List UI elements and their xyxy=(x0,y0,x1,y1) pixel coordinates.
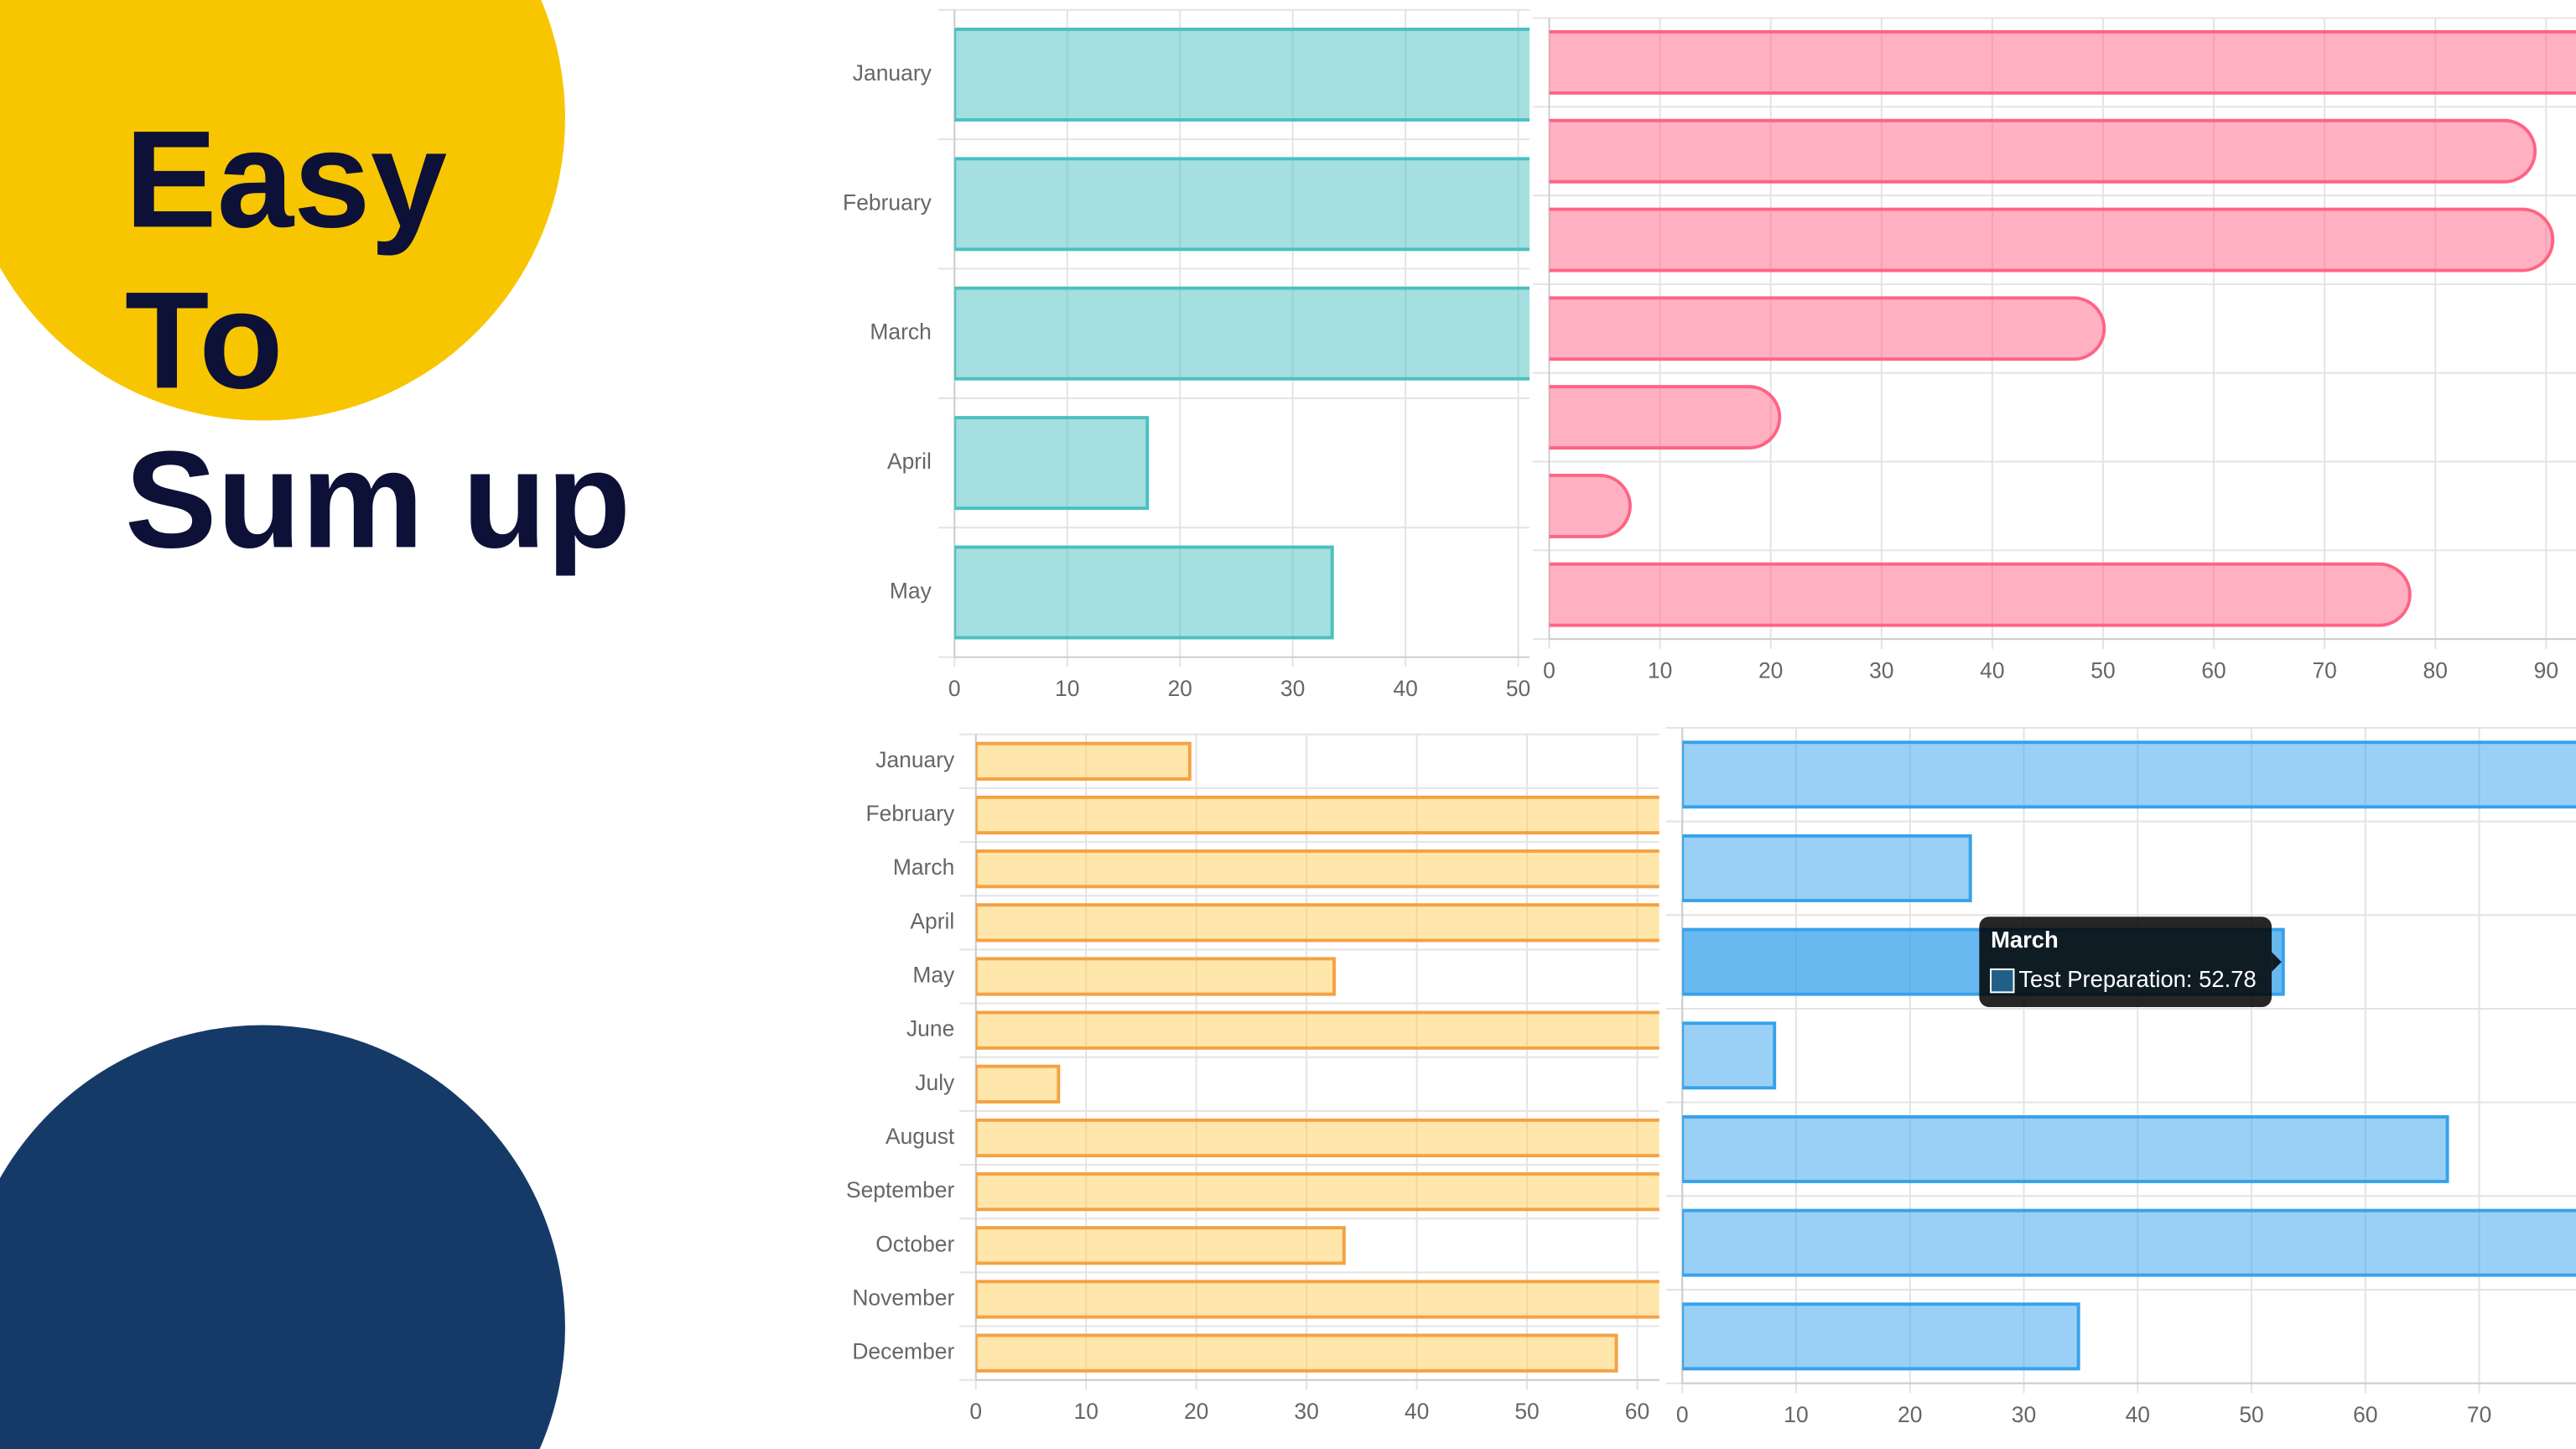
chart: 0 10 20 30 40 50 60 70 80 90 xyxy=(1532,17,2576,683)
bar xyxy=(1682,834,1972,902)
y-tick-label: January xyxy=(875,747,955,772)
x-tick-label: 30 xyxy=(1280,676,1305,701)
bar xyxy=(1549,385,1782,450)
tooltip-title: March xyxy=(1991,927,2059,953)
tooltip-box xyxy=(1979,917,2272,1007)
x-tick-label: 40 xyxy=(2126,1402,2150,1427)
bar xyxy=(975,957,1336,996)
bar xyxy=(1549,473,1632,538)
bars xyxy=(975,741,1659,1373)
bars xyxy=(1549,30,2576,627)
x-tick-label: 50 xyxy=(1506,676,1530,701)
x-tick-label: 90 xyxy=(2534,657,2558,683)
slide-title: To xyxy=(125,262,283,417)
y-tick-label: August xyxy=(886,1124,955,1149)
bar xyxy=(975,1118,1659,1158)
x-tick-label: 40 xyxy=(1980,657,2004,683)
x-tick-label: 10 xyxy=(1648,657,1672,683)
x-tick-label: 30 xyxy=(1294,1399,1318,1424)
decor-circle-yellow xyxy=(0,0,565,421)
bar xyxy=(975,903,1659,943)
bar xyxy=(954,157,1530,252)
y-tick-label: December xyxy=(852,1339,954,1364)
y-tick-label: November xyxy=(852,1285,954,1310)
bars xyxy=(1682,740,2576,1371)
bar xyxy=(1549,562,2412,627)
x-tick-label: 0 xyxy=(1543,657,1555,683)
x-tick-label: 0 xyxy=(948,676,961,701)
bar xyxy=(975,1280,1659,1319)
x-tick-label: 60 xyxy=(2201,657,2225,683)
bar xyxy=(954,286,1530,381)
y-tick-label: February xyxy=(843,190,932,215)
bar xyxy=(975,1064,1061,1104)
bar xyxy=(1682,1208,2576,1277)
x-tick-label: 20 xyxy=(1184,1399,1208,1424)
y-tick-label: February xyxy=(865,801,955,826)
y-tick-label: May xyxy=(912,962,955,987)
tooltip-caret xyxy=(2272,952,2282,972)
bar xyxy=(1549,118,2537,184)
bar xyxy=(975,741,1192,781)
x-tick-label: 20 xyxy=(1898,1402,1922,1427)
x-tick-label: 0 xyxy=(1676,1402,1689,1427)
bar xyxy=(975,849,1659,889)
slide-title: Easy xyxy=(125,101,447,256)
bars xyxy=(954,27,1530,640)
x-tick-label: 40 xyxy=(1405,1399,1429,1424)
bar xyxy=(954,416,1150,511)
bar xyxy=(1682,1114,2449,1183)
bar xyxy=(975,1010,1659,1050)
bar xyxy=(954,27,1530,122)
x-tick-label: 20 xyxy=(1758,657,1783,683)
y-tick-label: October xyxy=(875,1231,954,1256)
bar xyxy=(1549,296,2106,361)
bar xyxy=(1682,1302,2080,1371)
bar xyxy=(954,545,1334,640)
x-tick-label: 30 xyxy=(1869,657,1893,683)
y-tick-label: March xyxy=(893,854,954,880)
y-tick-label: April xyxy=(910,908,954,933)
x-tick-label: 10 xyxy=(1073,1399,1098,1424)
x-tick-label: 50 xyxy=(2090,657,2115,683)
bar xyxy=(975,1333,1618,1373)
x-tick-label: 60 xyxy=(1625,1399,1649,1424)
x-tick-label: 60 xyxy=(2353,1402,2377,1427)
x-tick-label: 70 xyxy=(2467,1402,2491,1427)
chart: 0 10 20 30 40 50 January February March April May xyxy=(843,8,1530,701)
y-tick-label: March xyxy=(870,319,931,345)
x-tick-label: 50 xyxy=(1514,1399,1539,1424)
bar xyxy=(1549,30,2576,95)
tooltip-swatch xyxy=(1990,968,2015,994)
x-tick-label: 30 xyxy=(2012,1402,2036,1427)
y-tick-label: July xyxy=(915,1070,955,1095)
bar xyxy=(1682,740,2576,809)
tooltip-label: Test Preparation: 52.78 xyxy=(2018,966,2256,992)
x-tick-label: 80 xyxy=(2423,657,2448,683)
bar xyxy=(975,795,1659,835)
y-tick-label: January xyxy=(853,60,932,86)
x-tick-label: 10 xyxy=(1055,676,1079,701)
x-tick-label: 50 xyxy=(2239,1402,2263,1427)
x-tick-label: 10 xyxy=(1784,1402,1808,1427)
y-tick-label: September xyxy=(846,1177,955,1202)
bar xyxy=(1682,1021,1777,1090)
decor-circle-navy xyxy=(0,1025,565,1449)
bar xyxy=(1549,207,2555,273)
bar xyxy=(975,1226,1346,1265)
y-tick-label: May xyxy=(890,578,932,603)
y-tick-label: June xyxy=(906,1016,954,1041)
x-tick-label: 0 xyxy=(969,1399,982,1424)
x-tick-label: 20 xyxy=(1167,676,1192,701)
slide-title: Sum up xyxy=(125,422,631,576)
chart: 0 10 20 30 40 50 60 January February March April Ma… xyxy=(846,733,1659,1424)
chart: 0 10 20 30 40 50 60 70 March Test Preparation: 52… xyxy=(1665,726,2576,1427)
x-tick-label: 40 xyxy=(1393,676,1417,701)
bar xyxy=(975,1172,1659,1212)
tooltip: March Test Preparation: 52.78 xyxy=(1979,917,2282,1007)
y-tick-label: April xyxy=(887,449,932,474)
x-tick-label: 70 xyxy=(2312,657,2336,683)
